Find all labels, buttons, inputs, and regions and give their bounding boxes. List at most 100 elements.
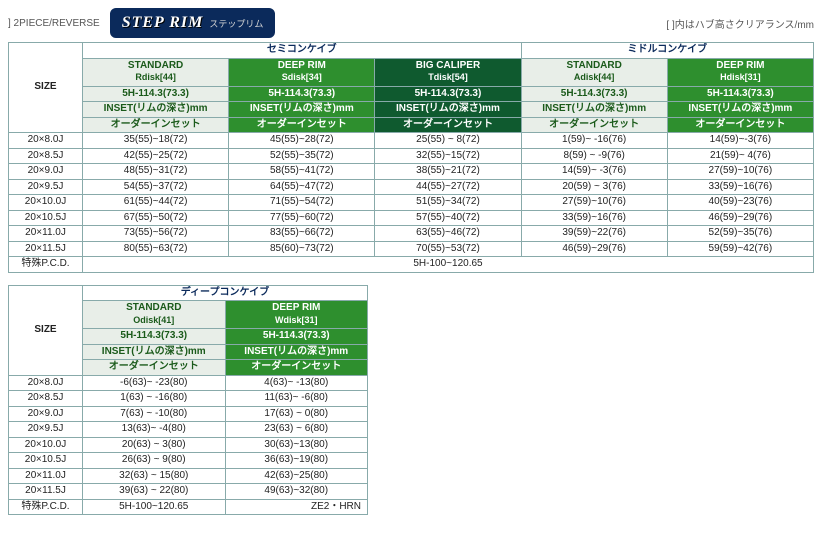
size-cell: 20×11.5J	[9, 241, 83, 257]
value-cell: 45(55)~28(72)	[229, 133, 375, 149]
value-cell: 20(59) ~ 3(76)	[521, 179, 667, 195]
table-row: 20×11.5J39(63) ~ 22(80)49(63)~32(80)	[9, 484, 368, 500]
value-cell: 33(59)~16(76)	[521, 210, 667, 226]
value-cell: 70(55)~53(72)	[375, 241, 521, 257]
size-cell: 20×11.5J	[9, 484, 83, 500]
header-left: ] 2PIECE/REVERSE	[8, 18, 100, 29]
header-right: [ ]内はハブ高さクリアランス/mm	[666, 16, 814, 31]
table-row: 20×10.5J26(63) ~ 9(80)36(63)~19(80)	[9, 453, 368, 469]
table-row: 20×11.0J73(55)~56(72)83(55)~66(72)63(55)…	[9, 226, 814, 242]
value-cell: 67(55)~50(72)	[83, 210, 229, 226]
value-cell: 58(55)~41(72)	[229, 164, 375, 180]
spec-table-1: SIZE セミコンケイブ ミドルコンケイブ STANDARDRdisk[44] …	[8, 42, 814, 273]
size-cell: 20×9.0J	[9, 164, 83, 180]
pcd-extra: ZE2・HRN	[225, 499, 368, 515]
value-cell: 30(63)~13(80)	[225, 437, 368, 453]
table-row: 20×8.0J35(55)~18(72)45(55)~28(72)25(55) …	[9, 133, 814, 149]
size-cell: 20×10.0J	[9, 437, 83, 453]
inset-label: INSET(リムの深さ)mm	[225, 344, 368, 360]
value-cell: 26(63) ~ 9(80)	[83, 453, 226, 469]
value-cell: 83(55)~66(72)	[229, 226, 375, 242]
value-cell: 36(63)~19(80)	[225, 453, 368, 469]
order-label: オーダーインセット	[521, 117, 667, 133]
value-cell: 77(55)~60(72)	[229, 210, 375, 226]
table-row: 20×8.0J-6(63)~ -23(80)4(63)~ -13(80)	[9, 375, 368, 391]
size-cell: 20×8.5J	[9, 391, 83, 407]
h5: 5H-114.3(73.3)	[225, 329, 368, 345]
col-title: DEEP RIMHdisk[31]	[667, 58, 813, 86]
badge-sub: ステップリム	[209, 17, 263, 30]
value-cell: 80(55)~63(72)	[83, 241, 229, 257]
order-label: オーダーインセット	[229, 117, 375, 133]
value-cell: 23(63) ~ 6(80)	[225, 422, 368, 438]
value-cell: 63(55)~46(72)	[375, 226, 521, 242]
value-cell: 85(60)~73(72)	[229, 241, 375, 257]
pcd-value: 5H-100~120.65	[83, 257, 814, 273]
value-cell: 32(63) ~ 15(80)	[83, 468, 226, 484]
value-cell: 40(59)~23(76)	[667, 195, 813, 211]
value-cell: 21(59)~ 4(76)	[667, 148, 813, 164]
value-cell: 14(59)~-3(76)	[667, 133, 813, 149]
group-middle: ミドルコンケイブ	[521, 43, 813, 59]
h5: 5H-114.3(73.3)	[667, 86, 813, 102]
table-row: 20×9.5J13(63)~ -4(80)23(63) ~ 6(80)	[9, 422, 368, 438]
table-row: 20×9.5J54(55)~37(72)64(55)~47(72)44(55)~…	[9, 179, 814, 195]
h5: 5H-114.3(73.3)	[83, 86, 229, 102]
value-cell: 32(55)~15(72)	[375, 148, 521, 164]
value-cell: 73(55)~56(72)	[83, 226, 229, 242]
order-label: オーダーインセット	[375, 117, 521, 133]
size-cell: 20×11.0J	[9, 226, 83, 242]
value-cell: 13(63)~ -4(80)	[83, 422, 226, 438]
size-cell: 20×11.0J	[9, 468, 83, 484]
value-cell: 11(63)~ -6(80)	[225, 391, 368, 407]
value-cell: 49(63)~32(80)	[225, 484, 368, 500]
group-semi: セミコンケイブ	[83, 43, 522, 59]
pcd-label: 特殊P.C.D.	[9, 499, 83, 515]
value-cell: 8(59) ~ -9(76)	[521, 148, 667, 164]
value-cell: 42(55)~25(72)	[83, 148, 229, 164]
value-cell: 35(55)~18(72)	[83, 133, 229, 149]
value-cell: 44(55)~27(72)	[375, 179, 521, 195]
size-cell: 20×8.0J	[9, 133, 83, 149]
value-cell: 33(59)~16(76)	[667, 179, 813, 195]
value-cell: 25(55) ~ 8(72)	[375, 133, 521, 149]
col-title: DEEP RIMSdisk[34]	[229, 58, 375, 86]
inset-label: INSET(リムの深さ)mm	[521, 102, 667, 118]
value-cell: 46(59)~29(76)	[521, 241, 667, 257]
value-cell: 1(59)~ -16(76)	[521, 133, 667, 149]
pcd-label: 特殊P.C.D.	[9, 257, 83, 273]
inset-label: INSET(リムの深さ)mm	[83, 102, 229, 118]
order-label: オーダーインセット	[83, 360, 226, 376]
value-cell: -6(63)~ -23(80)	[83, 375, 226, 391]
col-title: STANDARDOdisk[41]	[83, 301, 226, 329]
header-row: ] 2PIECE/REVERSE STEP RIM ステップリム [ ]内はハブ…	[8, 8, 814, 38]
size-cell: 20×8.0J	[9, 375, 83, 391]
h5: 5H-114.3(73.3)	[229, 86, 375, 102]
value-cell: 14(59)~ -3(76)	[521, 164, 667, 180]
value-cell: 48(55)~31(72)	[83, 164, 229, 180]
value-cell: 57(55)~40(72)	[375, 210, 521, 226]
size-cell: 20×9.5J	[9, 422, 83, 438]
value-cell: 51(55)~34(72)	[375, 195, 521, 211]
pcd-value: 5H-100~120.65	[83, 499, 226, 515]
inset-label: INSET(リムの深さ)mm	[375, 102, 521, 118]
value-cell: 39(59)~22(76)	[521, 226, 667, 242]
inset-label: INSET(リムの深さ)mm	[667, 102, 813, 118]
size-cell: 20×10.5J	[9, 453, 83, 469]
col-title: BIG CALIPERTdisk[54]	[375, 58, 521, 86]
step-rim-badge: STEP RIM ステップリム	[110, 8, 276, 38]
value-cell: 42(63)~25(80)	[225, 468, 368, 484]
value-cell: 20(63) ~ 3(80)	[83, 437, 226, 453]
value-cell: 39(63) ~ 22(80)	[83, 484, 226, 500]
inset-label: INSET(リムの深さ)mm	[229, 102, 375, 118]
value-cell: 52(59)~35(76)	[667, 226, 813, 242]
inset-label: INSET(リムの深さ)mm	[83, 344, 226, 360]
value-cell: 38(55)~21(72)	[375, 164, 521, 180]
value-cell: 1(63) ~ -16(80)	[83, 391, 226, 407]
spec-table-2: SIZE ディープコンケイブ STANDARDOdisk[41] DEEP RI…	[8, 285, 368, 516]
value-cell: 27(59)~10(76)	[521, 195, 667, 211]
table-row: 20×11.5J80(55)~63(72)85(60)~73(72)70(55)…	[9, 241, 814, 257]
col-title-row: STANDARDRdisk[44] DEEP RIMSdisk[34] BIG …	[9, 58, 814, 86]
h5: 5H-114.3(73.3)	[83, 329, 226, 345]
value-cell: 52(55)~35(72)	[229, 148, 375, 164]
